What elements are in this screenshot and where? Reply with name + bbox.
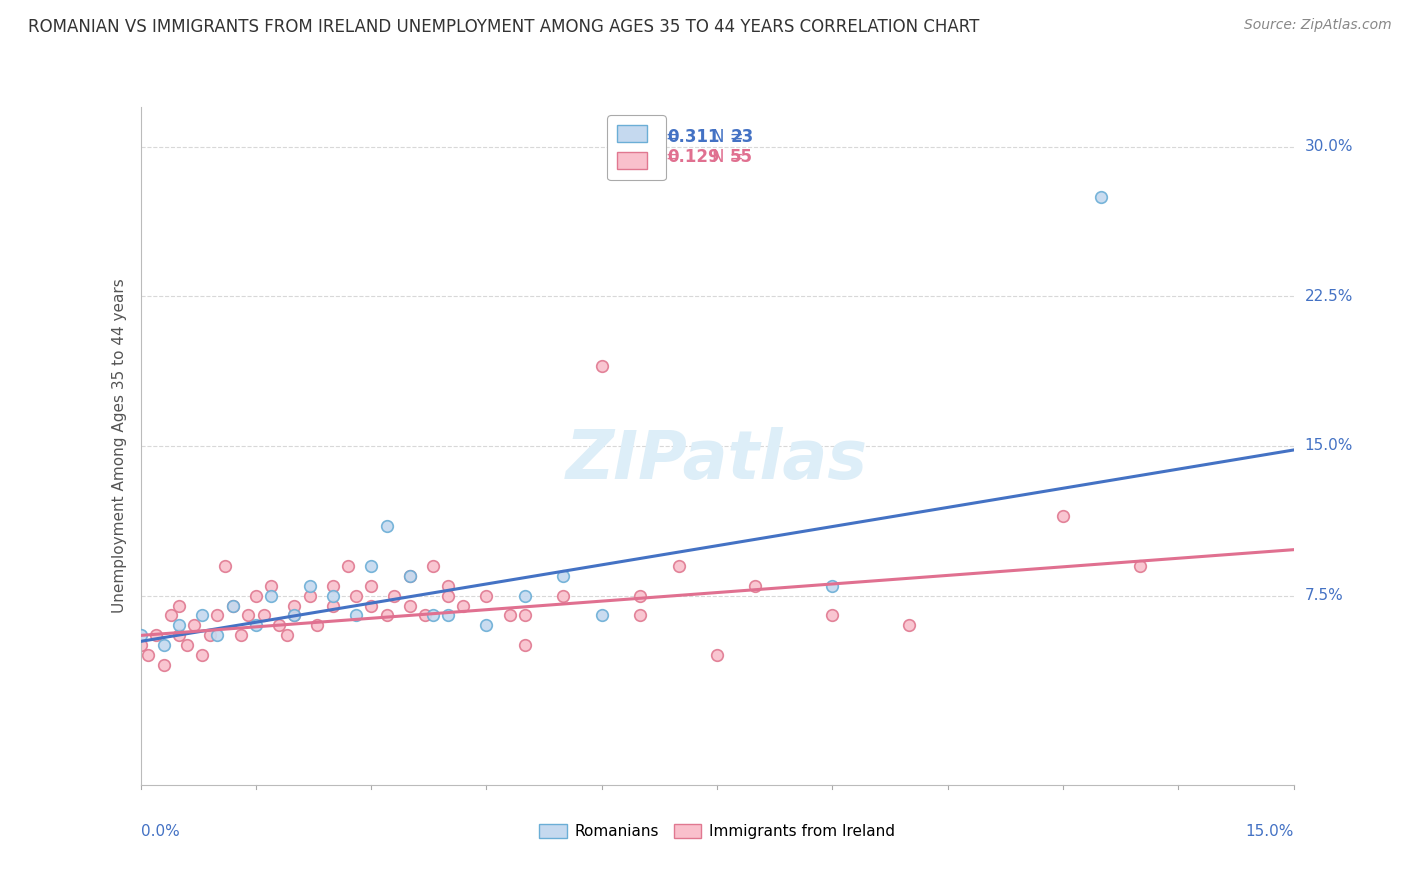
- Text: 0.129: 0.129: [668, 148, 720, 167]
- Point: [498, 608, 520, 623]
- Text: R =: R =: [650, 128, 685, 146]
- Point: [360, 599, 382, 613]
- Point: [176, 639, 198, 653]
- Text: N =: N =: [713, 148, 749, 167]
- Text: ROMANIAN VS IMMIGRANTS FROM IRELAND UNEMPLOYMENT AMONG AGES 35 TO 44 YEARS CORRE: ROMANIAN VS IMMIGRANTS FROM IRELAND UNEM…: [28, 18, 980, 36]
- Point: [136, 648, 159, 663]
- Point: [283, 608, 305, 623]
- Point: [344, 608, 367, 623]
- Point: [267, 618, 290, 632]
- Point: [245, 618, 267, 632]
- Text: 30.0%: 30.0%: [1305, 139, 1353, 154]
- Text: R =: R =: [650, 148, 685, 167]
- Point: [437, 578, 460, 592]
- Point: [475, 589, 498, 603]
- Point: [298, 578, 321, 592]
- Point: [167, 618, 190, 632]
- Text: 15.0%: 15.0%: [1305, 439, 1353, 453]
- Point: [422, 558, 444, 573]
- Point: [322, 599, 344, 613]
- Point: [553, 568, 575, 582]
- Y-axis label: Unemployment Among Ages 35 to 44 years: Unemployment Among Ages 35 to 44 years: [111, 278, 127, 614]
- Point: [145, 628, 167, 642]
- Point: [129, 628, 152, 642]
- Point: [513, 639, 536, 653]
- Point: [337, 558, 360, 573]
- Point: [207, 628, 229, 642]
- Point: [1090, 190, 1112, 204]
- Point: [513, 589, 536, 603]
- Legend: Romanians, Immigrants from Ireland: Romanians, Immigrants from Ireland: [533, 818, 901, 845]
- Point: [821, 608, 844, 623]
- Point: [1129, 558, 1152, 573]
- Point: [167, 628, 190, 642]
- Point: [628, 589, 651, 603]
- Point: [398, 568, 420, 582]
- Text: 0.0%: 0.0%: [141, 824, 180, 838]
- Point: [413, 608, 436, 623]
- Point: [245, 589, 267, 603]
- Point: [229, 628, 252, 642]
- Point: [183, 618, 205, 632]
- Point: [398, 568, 420, 582]
- Point: [238, 608, 260, 623]
- Point: [298, 589, 321, 603]
- Text: 55: 55: [730, 148, 754, 167]
- Text: 15.0%: 15.0%: [1246, 824, 1294, 838]
- Point: [591, 359, 613, 374]
- Point: [307, 618, 329, 632]
- Point: [276, 628, 298, 642]
- Point: [344, 589, 367, 603]
- Point: [437, 589, 460, 603]
- Point: [375, 608, 398, 623]
- Point: [198, 628, 221, 642]
- Point: [668, 558, 690, 573]
- Point: [898, 618, 921, 632]
- Point: [214, 558, 236, 573]
- Point: [283, 599, 305, 613]
- Point: [382, 589, 405, 603]
- Point: [160, 608, 183, 623]
- Text: ZIPatlas: ZIPatlas: [567, 426, 868, 492]
- Point: [475, 618, 498, 632]
- Point: [252, 608, 274, 623]
- Point: [398, 599, 420, 613]
- Point: [360, 558, 382, 573]
- Point: [283, 608, 305, 623]
- Point: [513, 608, 536, 623]
- Text: 23: 23: [730, 128, 754, 146]
- Point: [207, 608, 229, 623]
- Point: [167, 599, 190, 613]
- Text: 22.5%: 22.5%: [1305, 289, 1353, 304]
- Point: [322, 589, 344, 603]
- Point: [222, 599, 245, 613]
- Point: [422, 608, 444, 623]
- Point: [191, 648, 214, 663]
- Text: N =: N =: [713, 128, 749, 146]
- Point: [152, 639, 174, 653]
- Point: [591, 608, 613, 623]
- Point: [222, 599, 245, 613]
- Point: [1052, 508, 1074, 523]
- Point: [129, 639, 152, 653]
- Text: 0.311: 0.311: [668, 128, 720, 146]
- Point: [152, 658, 174, 673]
- Point: [437, 608, 460, 623]
- Point: [821, 578, 844, 592]
- Point: [375, 518, 398, 533]
- Point: [260, 578, 283, 592]
- Point: [191, 608, 214, 623]
- Point: [706, 648, 728, 663]
- Point: [628, 608, 651, 623]
- Point: [744, 578, 766, 592]
- Point: [453, 599, 475, 613]
- Point: [322, 578, 344, 592]
- Point: [553, 589, 575, 603]
- Point: [260, 589, 283, 603]
- Text: Source: ZipAtlas.com: Source: ZipAtlas.com: [1244, 18, 1392, 32]
- Point: [360, 578, 382, 592]
- Text: 7.5%: 7.5%: [1305, 588, 1343, 603]
